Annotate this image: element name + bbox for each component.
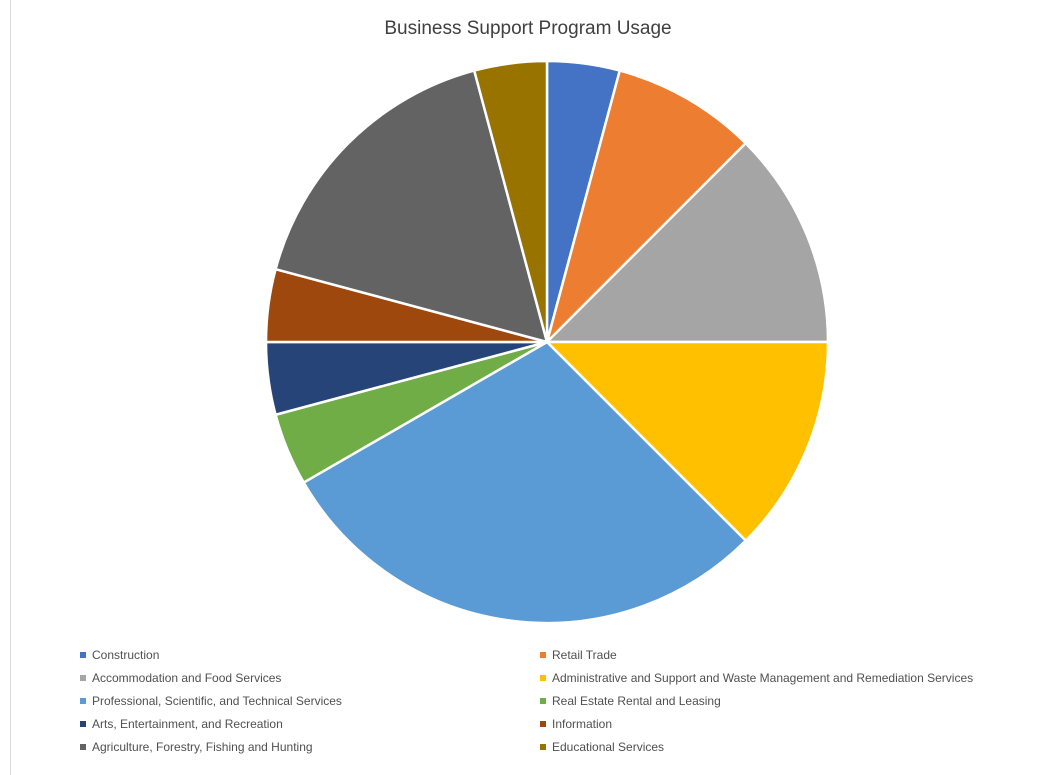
- legend-label: Educational Services: [552, 739, 665, 754]
- chart-title: Business Support Program Usage: [384, 18, 672, 39]
- legend-item: Educational Services: [540, 735, 1040, 758]
- legend-label: Professional, Scientific, and Technical …: [92, 693, 342, 708]
- legend-label: Administrative and Support and Waste Man…: [552, 670, 974, 685]
- legend-item: Construction: [80, 643, 540, 666]
- plot-area-border: [10, 0, 11, 775]
- legend-item: Professional, Scientific, and Technical …: [80, 689, 540, 712]
- legend-item: Agriculture, Forestry, Fishing and Hunti…: [80, 735, 540, 758]
- legend-label: Construction: [92, 647, 160, 662]
- legend-item: Retail Trade: [540, 643, 1040, 666]
- legend-label: Retail Trade: [552, 647, 617, 662]
- legend-swatch: [80, 651, 86, 658]
- legend-swatch: [540, 697, 546, 704]
- pie-slice-4: [302, 340, 747, 625]
- legend-swatch: [540, 743, 546, 750]
- legend-swatch: [540, 720, 546, 727]
- pie-slice-3: [545, 340, 830, 542]
- legend-label: Arts, Entertainment, and Recreation: [92, 716, 283, 731]
- legend-item: Administrative and Support and Waste Man…: [540, 666, 1040, 689]
- legend-item: Accommodation and Food Services: [80, 666, 540, 689]
- legend-label: Accommodation and Food Services: [92, 670, 282, 685]
- pie-slice-1: [545, 69, 747, 344]
- legend-swatch: [80, 720, 86, 727]
- chart-legend: Construction Retail Trade Accommodation an…: [80, 643, 1040, 758]
- pie-slice-8: [274, 69, 549, 344]
- legend-swatch: [80, 697, 86, 704]
- legend-swatch: [540, 674, 546, 681]
- pie-slice-2: [545, 142, 830, 344]
- pie-chart: [264, 59, 830, 625]
- legend-item: Real Estate Rental and Leasing: [540, 689, 1040, 712]
- legend-item: Information: [540, 712, 1040, 735]
- pie-slice-9: [472, 59, 549, 344]
- legend-swatch: [540, 651, 546, 658]
- legend-item: Arts, Entertainment, and Recreation: [80, 712, 540, 735]
- legend-swatch: [80, 674, 86, 681]
- legend-label: Real Estate Rental and Leasing: [552, 693, 721, 708]
- legend-label: Agriculture, Forestry, Fishing and Hunti…: [92, 739, 313, 754]
- legend-swatch: [80, 743, 86, 750]
- legend-label: Information: [552, 716, 613, 731]
